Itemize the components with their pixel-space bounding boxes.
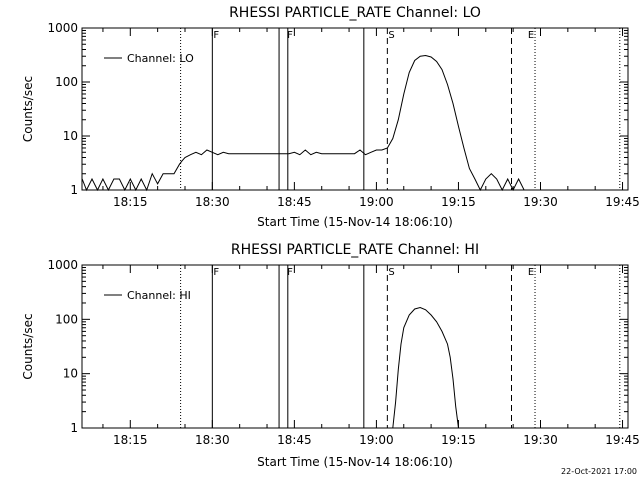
- y-tick-label: 1: [70, 183, 78, 197]
- x-tick-label: 19:00: [359, 433, 394, 447]
- x-tick-label: 19:15: [441, 433, 476, 447]
- x-tick-label: 19:30: [523, 195, 558, 209]
- legend-label: Channel: HI: [127, 289, 191, 302]
- chart-panel-hi: RHESSI PARTICLE_RATE Channel: HI 1 10 100 10…: [21, 242, 640, 469]
- x-tick-label: 18:30: [195, 195, 230, 209]
- plot-frame: [81, 264, 629, 429]
- y-tick-label: 10: [63, 367, 78, 381]
- x-tick-label: 19:30: [523, 433, 558, 447]
- y-axis-label: Counts/sec: [21, 76, 35, 142]
- x-tick-label: 18:45: [277, 195, 312, 209]
- y-tick-label: 1000: [47, 21, 78, 35]
- x-tick-label: 18:15: [113, 195, 148, 209]
- chart-title: RHESSI PARTICLE_RATE Channel: LO: [229, 5, 481, 21]
- y-tick-label: 1000: [47, 258, 78, 272]
- event-marker-s: S: [388, 30, 394, 41]
- y-tick-label: 100: [55, 312, 78, 326]
- x-axis-label: Start Time (15-Nov-14 18:06:10): [257, 215, 453, 229]
- x-tick-label: 18:45: [277, 433, 312, 447]
- event-marker-f: F: [213, 267, 219, 278]
- timestamp: 22-Oct-2021 17:00: [561, 467, 637, 476]
- x-tick-label: 19:45: [605, 195, 640, 209]
- event-marker-f: F: [287, 30, 293, 41]
- y-tick-label: 1: [70, 421, 78, 435]
- y-axis-label: Counts/sec: [21, 313, 35, 379]
- series-line-lo: [81, 54, 541, 192]
- x-axis-label: Start Time (15-Nov-14 18:06:10): [257, 455, 453, 469]
- chart-title: RHESSI PARTICLE_RATE Channel: HI: [231, 242, 479, 258]
- x-tick-label: 18:30: [195, 433, 230, 447]
- event-marker-s: S: [388, 267, 394, 278]
- event-marker-e: E: [528, 30, 534, 41]
- x-tick-label: 19:00: [359, 195, 394, 209]
- event-marker-f: F: [213, 30, 219, 41]
- x-tick-label: 18:15: [113, 433, 148, 447]
- plot-frame: [81, 27, 629, 191]
- event-marker-e: E: [528, 267, 534, 278]
- event-marker-f: F: [287, 267, 293, 278]
- x-tick-label: 19:15: [441, 195, 476, 209]
- y-tick-label: 100: [55, 75, 78, 89]
- x-tick-label: 19:45: [605, 433, 640, 447]
- series-line-hi: [392, 306, 459, 429]
- chart-panel-lo: RHESSI PARTICLE_RATE Channel: LO 1 10 100 10…: [21, 5, 640, 229]
- legend-label: Channel: LO: [127, 52, 194, 65]
- y-tick-label: 10: [63, 129, 78, 143]
